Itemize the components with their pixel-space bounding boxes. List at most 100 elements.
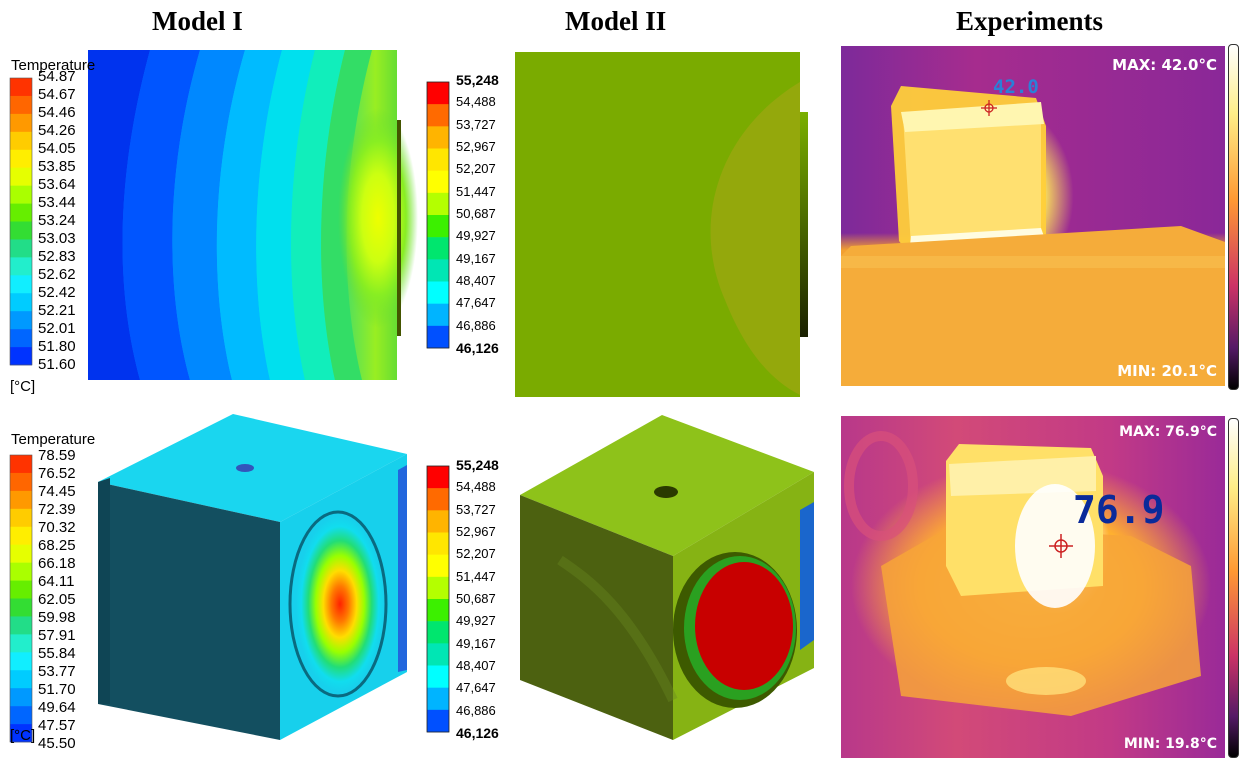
model1-top-scale-band bbox=[10, 257, 32, 276]
model2-top-scale-band bbox=[427, 126, 449, 149]
scale-tick-label: 45.50 bbox=[38, 735, 76, 752]
model2-top-scale-band bbox=[427, 303, 449, 327]
model2-top-scale-band bbox=[427, 259, 449, 282]
scale-tick-label: 50,687 bbox=[456, 206, 496, 221]
model1-bottom-cube bbox=[98, 414, 407, 740]
model2-top-scale-band bbox=[427, 104, 449, 127]
scale-tick-label: 52.42 bbox=[38, 284, 76, 301]
model2-bottom-scale-band bbox=[427, 554, 449, 578]
model2-bottom-scale-band bbox=[427, 466, 449, 489]
model1-bottom-scale-band bbox=[10, 652, 32, 671]
model1-bottom-unit: [°C] bbox=[10, 727, 36, 744]
scale-tick-label: 47,647 bbox=[456, 295, 496, 311]
scale-tick-label: 49,167 bbox=[456, 635, 496, 651]
scale-tick-label: 52.83 bbox=[38, 248, 76, 265]
scale-tick-label: 78.59 bbox=[38, 447, 76, 464]
scale-tick-label: 52.62 bbox=[38, 266, 76, 283]
model2-top-scale-band bbox=[427, 170, 449, 194]
model1-top-scale-band bbox=[10, 203, 32, 222]
model1-top-scale-band bbox=[10, 131, 32, 151]
scale-tick-label: 54.87 bbox=[38, 68, 76, 85]
scale-tick-label: 52,967 bbox=[456, 524, 496, 539]
model1-top-unit: [°C] bbox=[10, 378, 36, 395]
thermal-bottom-scale-bar bbox=[1228, 418, 1239, 758]
model1-bottom-scale-band bbox=[10, 688, 32, 707]
scale-tick-label: 51.60 bbox=[38, 356, 76, 373]
model1-bottom-scale-band bbox=[10, 706, 32, 725]
scale-tick-label: 46,886 bbox=[456, 317, 496, 333]
scale-tick-label: 49,927 bbox=[456, 228, 496, 244]
model2-top-scale-band bbox=[427, 215, 449, 238]
model2-top-scale-band bbox=[427, 82, 449, 105]
scale-tick-label: 53.44 bbox=[38, 194, 76, 211]
model2-bottom-scale-band bbox=[427, 665, 449, 688]
scale-tick-label: 76.52 bbox=[38, 465, 76, 482]
scale-tick-label: 50,687 bbox=[456, 591, 496, 606]
scale-tick-label: 53.24 bbox=[38, 212, 76, 229]
model1-bottom-scale-band bbox=[10, 616, 32, 635]
thermal-top-min: MIN: 20.1°C bbox=[1117, 362, 1217, 380]
model1-top-scale-band bbox=[10, 113, 32, 133]
scale-tick-label: 52.01 bbox=[38, 320, 76, 337]
model1-bottom-scale-band bbox=[10, 490, 32, 510]
scale-tick-label: 59.98 bbox=[38, 609, 76, 626]
scale-tick-label: 46,126 bbox=[456, 340, 499, 356]
model1-bottom-scale-band bbox=[10, 580, 32, 599]
scale-tick-label: 51,447 bbox=[456, 568, 496, 584]
model1-bottom-scale-band bbox=[10, 634, 32, 653]
scale-tick-label: 49.64 bbox=[38, 699, 76, 716]
scale-tick-label: 52,967 bbox=[456, 139, 496, 154]
scale-tick-label: 53.03 bbox=[38, 230, 76, 247]
model2-bottom-scale-band bbox=[427, 599, 449, 622]
model2-bottom-scale-band bbox=[427, 709, 449, 733]
model2-top-scale-band bbox=[427, 281, 449, 304]
scale-tick-label: 49,167 bbox=[456, 250, 496, 266]
scale-tick-label: 46,126 bbox=[456, 725, 499, 741]
model2-bottom-scale-band bbox=[427, 643, 449, 666]
scale-tick-label: 52.21 bbox=[38, 302, 76, 319]
model1-top-scale-band bbox=[10, 293, 32, 312]
model1-top-scale-band bbox=[10, 347, 32, 366]
model1-bottom-scale-band bbox=[10, 508, 32, 528]
model2-top-scale-band bbox=[427, 237, 449, 260]
model1-top-scale-band bbox=[10, 185, 32, 204]
model2-bottom-scale-band bbox=[427, 510, 449, 533]
model1-top-scale-band bbox=[10, 167, 32, 186]
header-model-2: Model II bbox=[565, 6, 667, 36]
model1-bottom-scale-band bbox=[10, 544, 32, 563]
model2-top-scale-band bbox=[427, 325, 449, 349]
thermal-bottom-spot-value: 76.9 bbox=[1073, 488, 1165, 532]
model1-bottom-scale-band bbox=[10, 670, 32, 689]
scale-tick-label: 66.18 bbox=[38, 555, 76, 572]
scale-tick-label: 55,248 bbox=[456, 457, 499, 473]
scale-tick-label: 47,647 bbox=[456, 680, 496, 696]
scale-tick-label: 48,407 bbox=[456, 273, 496, 288]
scale-tick-label: 74.45 bbox=[38, 483, 76, 500]
model2-bottom-scale-band bbox=[427, 576, 449, 600]
model2-top-color-scale bbox=[426, 81, 450, 349]
model2-bottom-scale-band bbox=[427, 532, 449, 555]
scale-tick-label: 54,488 bbox=[456, 94, 496, 110]
model1-top-color-scale bbox=[9, 77, 33, 366]
scale-tick-label: 51,447 bbox=[456, 183, 496, 199]
scale-tick-label: 54.67 bbox=[38, 86, 76, 103]
model1-bottom-scale-band bbox=[10, 526, 32, 545]
model1-top-scale-band bbox=[10, 311, 32, 330]
thermal-image-bottom: 76.9 MAX: 76.9°C MIN: 19.8°C bbox=[841, 416, 1225, 758]
model1-bottom-color-scale bbox=[9, 454, 33, 743]
model1-top-scale-band bbox=[10, 221, 32, 240]
model1-bottom-scale-band bbox=[10, 562, 32, 581]
scale-tick-label: 53.77 bbox=[38, 663, 76, 680]
scale-tick-label: 51.70 bbox=[38, 681, 76, 698]
scale-tick-label: 47.57 bbox=[38, 717, 76, 734]
thermal-top-spot-value: 42.0 bbox=[993, 76, 1039, 98]
scale-tick-label: 54.46 bbox=[38, 104, 76, 121]
scale-tick-label: 49,927 bbox=[456, 613, 496, 629]
thermal-bottom-max: MAX: 76.9°C bbox=[1119, 424, 1217, 440]
scale-tick-label: 57.91 bbox=[38, 627, 76, 644]
model2-bottom-scale-band bbox=[427, 621, 449, 644]
model1-top-scale-band bbox=[10, 95, 32, 115]
model2-bottom-scale-band bbox=[427, 687, 449, 711]
header-experiments: Experiments bbox=[956, 6, 1103, 36]
